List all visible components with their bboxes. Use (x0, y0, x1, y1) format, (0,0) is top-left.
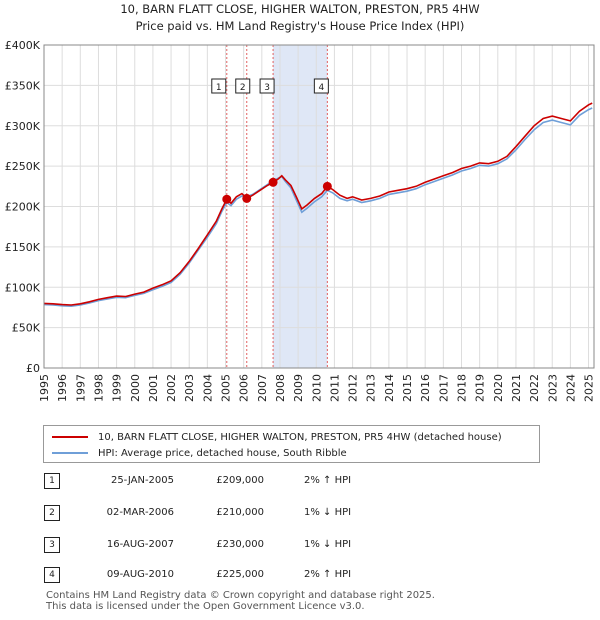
plot-frame (43, 44, 595, 369)
transaction-row: 2 02-MAR-2006 £210,000 1% ↓ HPI (44, 505, 564, 523)
sale-number-box (235, 78, 251, 94)
sale-point (222, 194, 232, 204)
transaction-number: 4 (44, 567, 60, 583)
x-tick-label: 2011 (328, 374, 341, 402)
sale-number-label: 4 (318, 83, 324, 93)
legend-label-hpi: HPI: Average price, detached house, Sout… (98, 447, 347, 459)
y-tick-label: £0 (26, 362, 40, 375)
transaction-row: 1 25-JAN-2005 £209,000 2% ↑ HPI (44, 473, 564, 491)
x-tick-label: 1999 (111, 374, 124, 402)
chart-title: 10, BARN FLATT CLOSE, HIGHER WALTON, PRE… (120, 2, 479, 16)
sale-number-label: 3 (264, 83, 270, 93)
transaction-row: 4 09-AUG-2010 £225,000 2% ↑ HPI (44, 567, 564, 585)
x-tick-label: 2010 (310, 374, 323, 402)
x-tick-label: 2012 (347, 374, 360, 402)
x-tick-label: 2009 (292, 374, 305, 402)
y-tick-label: £250K (5, 160, 41, 173)
x-tick-label: 2017 (437, 374, 450, 402)
x-tick-label: 1997 (74, 374, 87, 402)
sale-number-box (211, 78, 227, 94)
legend-swatch-property (52, 436, 88, 438)
transaction-row: 3 16-AUG-2007 £230,000 1% ↓ HPI (44, 537, 564, 555)
footer-line-1: Contains HM Land Registry data © Crown c… (46, 590, 435, 601)
sale-point (268, 177, 278, 187)
transaction-price: £225,000 (216, 569, 264, 580)
transaction-date: 02-MAR-2006 (106, 507, 174, 518)
series-line (43, 107, 593, 308)
x-tick-label: 1998 (92, 374, 105, 402)
x-tick-label: 2022 (528, 374, 541, 402)
transaction-hpi-diff: 1% ↓ HPI (304, 507, 352, 518)
transaction-date: 16-AUG-2007 (106, 539, 174, 550)
footer-line-2: This data is licensed under the Open Gov… (46, 601, 365, 612)
sale-number-box (259, 78, 275, 94)
sale-number-label: 2 (240, 83, 246, 93)
transaction-date: 09-AUG-2010 (106, 569, 174, 580)
x-tick-label: 2021 (510, 374, 523, 402)
y-tick-label: £200K (5, 201, 41, 214)
x-tick-label: 2006 (238, 374, 251, 402)
x-tick-label: 2013 (365, 374, 378, 402)
y-tick-label: £350K (5, 79, 41, 92)
legend-label-property: 10, BARN FLATT CLOSE, HIGHER WALTON, PRE… (98, 431, 502, 443)
y-tick-label: £150K (5, 241, 41, 254)
x-tick-label: 2015 (401, 374, 414, 402)
x-tick-label: 2002 (165, 374, 178, 402)
x-tick-label: 2016 (419, 374, 432, 402)
x-tick-label: 2014 (383, 374, 396, 402)
transaction-number: 2 (44, 505, 60, 521)
x-tick-label: 2004 (201, 374, 214, 402)
x-tick-label: 2008 (274, 374, 287, 402)
chart-legend: 10, BARN FLATT CLOSE, HIGHER WALTON, PRE… (43, 425, 540, 463)
x-tick-label: 2024 (564, 374, 577, 402)
transaction-price: £230,000 (216, 539, 264, 550)
sale-number-box (313, 78, 329, 94)
x-tick-label: 1996 (56, 374, 69, 402)
x-tick-label: 1995 (38, 374, 51, 402)
legend-item-property: 10, BARN FLATT CLOSE, HIGHER WALTON, PRE… (52, 430, 502, 444)
transaction-hpi-diff: 1% ↓ HPI (304, 539, 352, 550)
transaction-hpi-diff: 2% ↑ HPI (304, 475, 352, 486)
transaction-price: £210,000 (216, 507, 264, 518)
transaction-number: 1 (44, 473, 60, 489)
sale-point (322, 181, 332, 191)
sale-number-label: 1 (216, 83, 222, 93)
y-tick-label: £400K (5, 39, 41, 52)
x-tick-label: 2025 (583, 374, 596, 402)
transaction-price: £209,000 (216, 475, 264, 486)
legend-item-hpi: HPI: Average price, detached house, Sout… (52, 446, 347, 460)
y-tick-label: £300K (5, 120, 41, 133)
x-tick-label: 2020 (492, 374, 505, 402)
x-tick-label: 2001 (147, 374, 160, 402)
x-tick-label: 2000 (129, 374, 142, 402)
x-tick-label: 2005 (220, 374, 233, 402)
legend-swatch-hpi (52, 452, 88, 454)
x-tick-label: 2023 (546, 374, 559, 402)
x-tick-label: 2003 (183, 374, 196, 402)
chart-subtitle: Price paid vs. HM Land Registry's House … (136, 19, 465, 33)
y-tick-label: £50K (12, 322, 41, 335)
transaction-date: 25-JAN-2005 (110, 475, 174, 486)
x-tick-label: 2007 (256, 374, 269, 402)
sale-point (242, 193, 252, 203)
x-tick-label: 2019 (474, 374, 487, 402)
series-line (43, 102, 593, 306)
x-tick-label: 2018 (455, 374, 468, 402)
transaction-number: 3 (44, 537, 60, 553)
footer-attribution: Contains HM Land Registry data © Crown c… (46, 590, 435, 612)
y-tick-label: £100K (5, 281, 41, 294)
transaction-hpi-diff: 2% ↑ HPI (304, 569, 352, 580)
price-chart: 10, BARN FLATT CLOSE, HIGHER WALTON, PRE… (5, 2, 596, 402)
